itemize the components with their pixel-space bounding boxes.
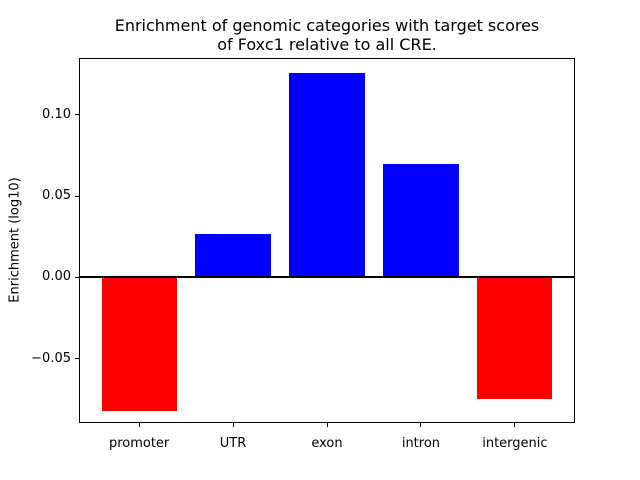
plot-frame — [79, 58, 575, 423]
x-tick-mark — [326, 423, 328, 427]
x-tick-label-promoter: promoter — [108, 436, 170, 451]
y-tick-label: 0.05 — [42, 188, 71, 204]
x-tick-label-intron: intron — [401, 436, 441, 451]
y-tick-label: 0.00 — [42, 269, 71, 285]
x-tick-mark — [232, 423, 234, 427]
chart-title-line-2: of Foxc1 relative to all CRE. — [217, 35, 437, 54]
y-tick-label: 0.10 — [42, 106, 71, 122]
y-tick-label: −0.05 — [31, 350, 71, 366]
x-tick-mark — [420, 423, 422, 427]
y-tick-mark — [75, 276, 79, 278]
bar-intron — [383, 163, 459, 278]
y-tick-mark — [75, 114, 79, 116]
x-tick-label-exon: exon — [311, 436, 343, 451]
x-tick-label-UTR: UTR — [219, 436, 247, 451]
bar-intergenic — [477, 277, 553, 400]
chart-title-line-1: Enrichment of genomic categories with ta… — [114, 16, 540, 35]
chart-title: Enrichment of genomic categories with ta… — [79, 16, 575, 54]
bar-UTR — [195, 233, 271, 278]
x-tick-label-intergenic: intergenic — [482, 436, 548, 451]
zero-line — [79, 276, 575, 279]
bar-promoter — [101, 277, 177, 411]
x-tick-mark — [514, 423, 516, 427]
x-tick-mark — [138, 423, 140, 427]
bar-exon — [289, 72, 365, 278]
y-tick-mark — [75, 358, 79, 360]
y-tick-mark — [75, 195, 79, 197]
